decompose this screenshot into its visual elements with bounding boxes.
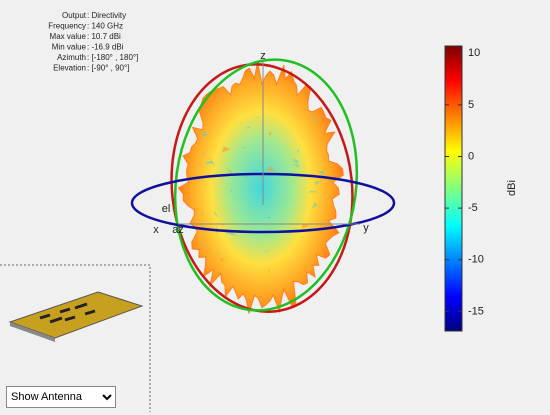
axis-label: y [363,222,369,234]
info-value: : [-180° , 180°] [87,53,138,62]
pattern-facet [242,146,247,149]
pattern-facet [252,116,262,119]
pattern-facet [201,130,208,137]
antenna-edge [10,322,55,342]
pattern-facet [301,223,310,230]
pattern-facet [202,151,206,160]
pattern-facet [318,251,322,256]
info-value: : -16.9 dBi [87,43,124,52]
pattern-facet [268,129,272,136]
info-label: Azimuth [57,53,86,62]
info-value: : [-90° , 90°] [87,64,129,73]
pattern-facet [213,211,220,219]
pattern-facet [314,181,321,186]
pattern-facet [310,113,317,125]
display-dropdown[interactable]: Show Antenna [6,386,116,408]
pattern-facet [243,126,251,130]
info-value: : 10.7 dBi [87,32,121,41]
colorbar-tick-label: 0 [468,150,474,162]
antenna-panel [0,264,151,412]
pattern-facet [205,161,214,165]
pattern-facet [311,202,318,209]
pattern-facet [230,188,233,194]
pattern-facet [219,257,225,262]
pattern-facet [208,158,216,163]
colorbar [444,45,463,332]
info-value: : 140 GHz [87,22,123,31]
axis-label: el [162,203,171,215]
colorbar-tick-label: -15 [468,305,484,317]
pattern-facet [205,109,212,111]
colorbar-tick-label: -5 [468,202,478,214]
info-label: Frequency [48,22,86,31]
pattern-facet [296,149,299,155]
pattern-facet [200,244,212,252]
pattern-surface [177,61,344,314]
pattern-facet [256,188,263,199]
pattern-facet [214,253,223,256]
colorbar-tick-label: 10 [468,47,480,59]
elevation-circle-2 [173,58,359,312]
antenna-elements [39,302,96,324]
colorbar-tick-label: -10 [468,254,484,266]
axis-label: z [260,50,266,62]
pattern-facet [267,165,276,172]
pattern-facet [257,177,262,182]
axis-label: x [153,224,159,236]
pattern-facet [307,190,319,193]
pattern-facet [224,231,237,237]
axis-label: az [172,224,184,236]
info-label: Max value [50,32,87,41]
pattern-facet [221,146,231,153]
colorbar-tick-label: 5 [468,99,474,111]
pattern-facet [225,166,232,175]
info-label: Elevation [53,64,86,73]
pattern-facet [291,164,301,168]
info-value: : Directivity [87,11,126,20]
antenna-icon [8,291,144,339]
pattern-facet [291,158,299,165]
pattern-facet [264,249,270,253]
info-label: Output [62,11,87,20]
colorbar-ticks: 10 5 0 -5 -10 -15 [445,47,484,317]
pattern-facet [267,268,270,274]
pattern-facet [264,195,277,197]
pattern-facet [272,180,278,182]
pattern-facet [317,171,325,177]
info-label: Min value [52,43,87,52]
colorbar-label: dBi [506,180,518,196]
pattern-facet [267,214,271,219]
